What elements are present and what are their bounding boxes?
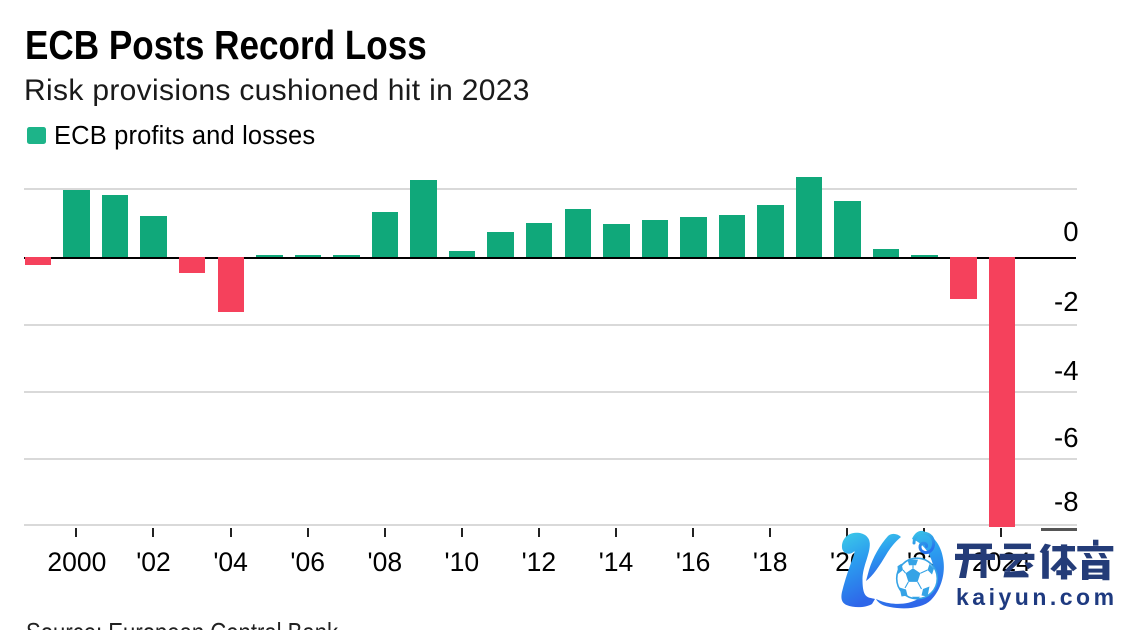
svg-text:kaiyun.com: kaiyun.com <box>956 584 1118 610</box>
